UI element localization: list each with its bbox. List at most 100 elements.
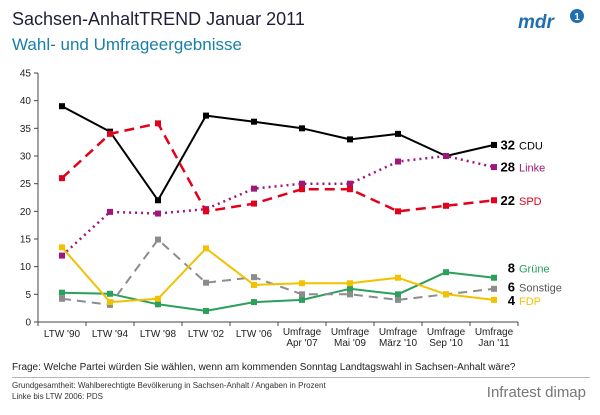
data-point [395, 208, 401, 215]
data-point [59, 252, 65, 259]
data-point [299, 296, 305, 303]
data-point [203, 208, 209, 215]
data-point [347, 285, 353, 292]
source-credit: Infratest dimap [486, 384, 586, 401]
divider [12, 377, 590, 378]
data-point [443, 269, 449, 276]
data-point [251, 299, 257, 306]
data-point [155, 236, 161, 243]
y-tick-label: 40 [20, 96, 32, 107]
x-tick-label: Umfrage [475, 327, 514, 338]
end-label-value: 4 [508, 293, 516, 308]
y-tick-label: 5 [25, 290, 31, 301]
y-tick-label: 15 [20, 235, 32, 246]
data-point [395, 158, 401, 165]
x-tick-label: Umfrage [331, 327, 370, 338]
data-point [59, 289, 65, 296]
data-point [299, 180, 305, 187]
data-point [443, 291, 449, 298]
y-tick-label: 10 [20, 262, 32, 273]
x-tick-label: Umfrage [283, 327, 322, 338]
data-point [491, 296, 497, 303]
y-tick-label: 35 [20, 124, 32, 135]
data-point [491, 274, 497, 281]
data-point [443, 153, 449, 159]
data-point [203, 245, 209, 252]
x-tick-label: LTW '90 [44, 329, 81, 340]
data-point [395, 274, 401, 281]
end-label-name: Grüne [519, 263, 550, 275]
x-tick-label: Apr '07 [286, 338, 318, 349]
x-tick-label: LTW '94 [92, 329, 129, 340]
series-line-linke [61, 154, 495, 257]
data-point [155, 295, 161, 302]
end-label-name: FDP [519, 296, 541, 308]
data-point [107, 299, 113, 306]
x-tick-label: Jan '11 [478, 338, 510, 349]
end-label-name: Linke [519, 163, 545, 175]
data-point [347, 280, 353, 287]
data-point [203, 307, 209, 314]
x-tick-label: Mai '09 [334, 338, 366, 349]
end-label-name: SPD [519, 196, 542, 208]
series-line-sonstige [61, 238, 495, 306]
data-point [59, 244, 65, 251]
data-point [395, 130, 401, 137]
survey-question: Frage: Welche Partei würden Sie wählen, … [12, 362, 516, 373]
footnote-linke: Linke bis LTW 2006: PDS [12, 392, 104, 401]
svg-text:1: 1 [574, 12, 580, 23]
data-point [491, 285, 497, 292]
data-point [395, 291, 401, 298]
x-tick-label: LTW '02 [188, 329, 225, 340]
series-spd [59, 120, 497, 215]
data-point [347, 136, 353, 143]
series-line-spd [61, 122, 495, 213]
data-point [251, 200, 257, 207]
series-line-gr-ne [61, 271, 495, 312]
x-tick-label: LTW '98 [140, 329, 177, 340]
mdr-logo-icon: mdr 1 [514, 6, 588, 36]
line-chart: 0 5 10 15 20 25 30 35 40 45 LTW '90 LTW '94 LTW '98 L… [20, 69, 562, 350]
series-fdp [59, 244, 497, 306]
data-point [107, 290, 113, 297]
page-title: Sachsen-AnhaltTREND Januar 2011 [12, 9, 305, 29]
data-point [299, 186, 305, 193]
data-point [59, 295, 65, 302]
data-point [155, 197, 161, 204]
data-point [347, 180, 353, 187]
end-label-value: 8 [508, 260, 515, 275]
series-linke [59, 153, 497, 259]
series-line-fdp [61, 246, 495, 304]
data-point [491, 164, 497, 171]
svg-text:mdr: mdr [518, 12, 556, 33]
x-tick-label: LTW '06 [236, 329, 273, 340]
data-point [299, 291, 305, 298]
data-point [251, 185, 257, 192]
end-label-value: 28 [501, 160, 515, 175]
data-point [155, 301, 161, 308]
x-tick-label: März '10 [379, 338, 417, 349]
data-point [155, 210, 161, 217]
footnote-population: Grundgesamtheit: Wahlberechtigte Bevölke… [12, 381, 326, 390]
end-label-value: 6 [508, 280, 515, 295]
data-point [155, 120, 161, 127]
series-line-cdu [61, 105, 495, 202]
data-point [491, 197, 497, 204]
data-point [347, 291, 353, 298]
y-tick-label: 20 [20, 207, 32, 218]
x-tick-label: Umfrage [427, 327, 466, 338]
end-label-name: Sonstige [519, 283, 562, 295]
page-subtitle: Wahl- und Umfrageergebnisse [12, 35, 242, 54]
end-label-value: 22 [501, 193, 515, 208]
data-point [251, 281, 257, 288]
y-tick-label: 45 [20, 69, 32, 80]
data-point [443, 202, 449, 209]
end-label-value: 32 [501, 137, 515, 152]
data-point [347, 186, 353, 193]
x-tick-label: Umfrage [379, 327, 418, 338]
data-point [107, 208, 113, 215]
series-cdu [59, 103, 497, 204]
data-point [251, 118, 257, 125]
data-point [59, 175, 65, 182]
data-point [107, 130, 113, 137]
